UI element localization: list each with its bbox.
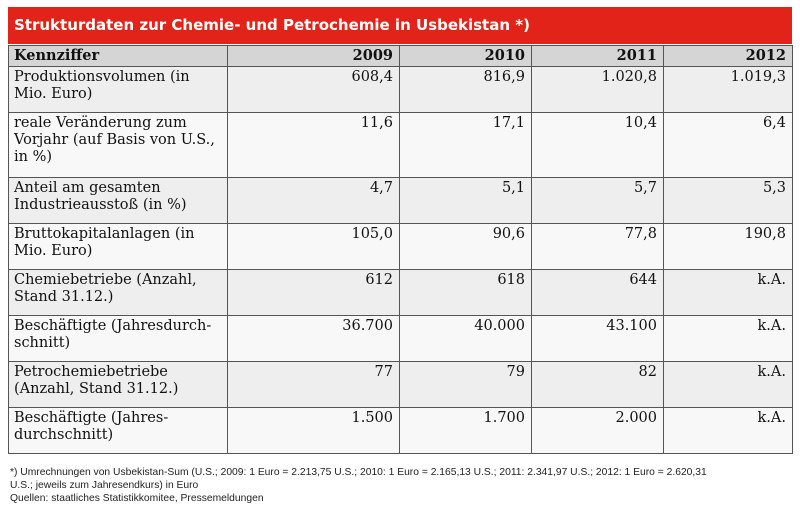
cell-2011: 43.100 (531, 315, 664, 362)
table-row: Beschäftigte (Jahresdurch-schnitt) 36.70… (8, 315, 793, 362)
row-label: Beschäftigte (Jahresdurch-schnitt) (8, 315, 228, 362)
table-row: Anteil am gesamten Industrieausstoß (in … (8, 177, 793, 224)
cell-2012: k.A. (663, 361, 793, 408)
header-row: Kennziffer 2009 2010 2011 2012 (8, 45, 793, 67)
row-label: reale Veränderung zum Vorjahr (auf Basis… (8, 112, 228, 178)
table-row: reale Veränderung zum Vorjahr (auf Basis… (8, 112, 793, 178)
cell-2009: 4,7 (227, 177, 400, 224)
footnote-sources: Quellen: staatliches Statistikkomitee, P… (10, 493, 264, 504)
row-label: Anteil am gesamten Industrieausstoß (in … (8, 177, 228, 224)
header-2012: 2012 (663, 45, 793, 67)
cell-2009: 105,0 (227, 223, 400, 270)
cell-2012: 5,3 (663, 177, 793, 224)
footnote-conversion-line1: *) Umrechnungen von Usbekistan-Sum (U.S.… (10, 467, 707, 478)
cell-2010: 40.000 (399, 315, 532, 362)
cell-2011: 77,8 (531, 223, 664, 270)
cell-2010: 816,9 (399, 66, 532, 113)
footnote: *) Umrechnungen von Usbekistan-Sum (U.S.… (10, 466, 795, 505)
table-row: Produktionsvolumen (in Mio. Euro) 608,4 … (8, 66, 793, 113)
row-label: Petrochemiebetriebe (Anzahl, Stand 31.12… (8, 361, 228, 408)
cell-2009: 77 (227, 361, 400, 408)
cell-2011: 10,4 (531, 112, 664, 178)
header-2010: 2010 (399, 45, 532, 67)
cell-2012: k.A. (663, 269, 793, 316)
structural-data-table: Kennziffer 2009 2010 2011 2012 Produktio… (8, 45, 793, 454)
cell-2009: 608,4 (227, 66, 400, 113)
cell-2012: k.A. (663, 315, 793, 362)
cell-2011: 5,7 (531, 177, 664, 224)
cell-2011: 644 (531, 269, 664, 316)
table-title: Strukturdaten zur Chemie- und Petrochemi… (8, 7, 792, 44)
table-row: Beschäftigte (Jahres-durchschnitt) 1.500… (8, 407, 793, 454)
cell-2009: 612 (227, 269, 400, 316)
footnote-conversion-line2: U.S.; jeweils zum Jahresendkurs) in Euro (10, 480, 199, 491)
cell-2010: 17,1 (399, 112, 532, 178)
cell-2012: 1.019,3 (663, 66, 793, 113)
cell-2010: 1.700 (399, 407, 532, 454)
cell-2011: 2.000 (531, 407, 664, 454)
cell-2012: k.A. (663, 407, 793, 454)
cell-2011: 82 (531, 361, 664, 408)
table-row: Bruttokapitalanlagen (in Mio. Euro) 105,… (8, 223, 793, 270)
cell-2010: 79 (399, 361, 532, 408)
header-2011: 2011 (531, 45, 664, 67)
row-label: Chemiebetriebe (Anzahl, Stand 31.12.) (8, 269, 228, 316)
cell-2011: 1.020,8 (531, 66, 664, 113)
header-kennziffer: Kennziffer (8, 45, 228, 67)
header-2009: 2009 (227, 45, 400, 67)
row-label: Bruttokapitalanlagen (in Mio. Euro) (8, 223, 228, 270)
cell-2009: 11,6 (227, 112, 400, 178)
cell-2009: 1.500 (227, 407, 400, 454)
row-label: Produktionsvolumen (in Mio. Euro) (8, 66, 228, 113)
table-row: Petrochemiebetriebe (Anzahl, Stand 31.12… (8, 361, 793, 408)
cell-2010: 618 (399, 269, 532, 316)
cell-2010: 5,1 (399, 177, 532, 224)
cell-2012: 190,8 (663, 223, 793, 270)
row-label: Beschäftigte (Jahres-durchschnitt) (8, 407, 228, 454)
table-row: Chemiebetriebe (Anzahl, Stand 31.12.) 61… (8, 269, 793, 316)
cell-2012: 6,4 (663, 112, 793, 178)
cell-2010: 90,6 (399, 223, 532, 270)
cell-2009: 36.700 (227, 315, 400, 362)
